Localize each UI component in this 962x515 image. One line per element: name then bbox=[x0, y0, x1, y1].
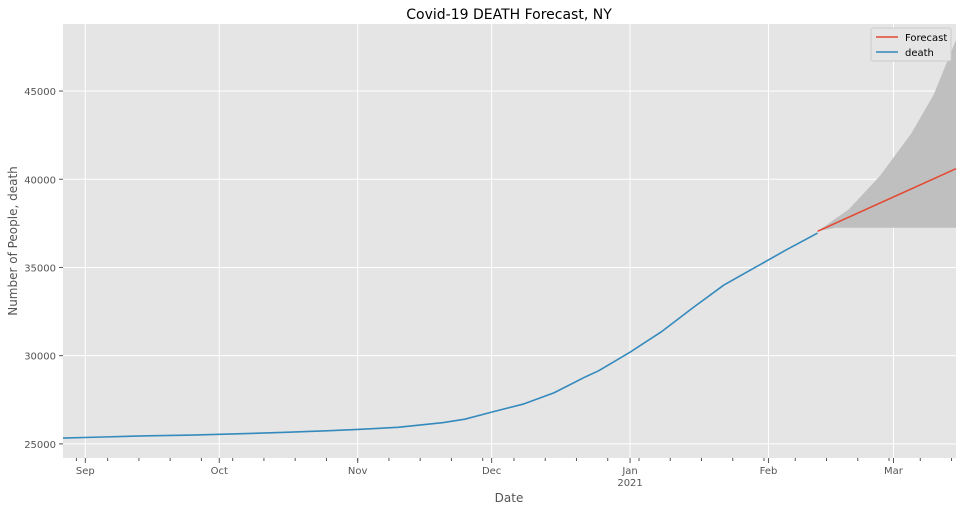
x-tick-label: Sep bbox=[76, 466, 95, 477]
confidence-band-area bbox=[817, 39, 956, 232]
series-line-death bbox=[62, 232, 818, 439]
x-tick-year-label: 2021 bbox=[617, 478, 642, 489]
grid bbox=[63, 24, 956, 458]
legend-forecast-label: Forecast bbox=[905, 33, 947, 44]
legend-death-label: death bbox=[905, 48, 934, 59]
y-tick-label: 40000 bbox=[24, 175, 56, 186]
series-lines bbox=[62, 167, 957, 439]
x-tick-label: Jan bbox=[621, 466, 637, 477]
axis-ticks: 25000 30000 35000 40000 45000 Sep Oct Nov Dec Jan… bbox=[24, 87, 953, 489]
x-tick-label: Dec bbox=[482, 466, 501, 477]
series-line-forecast bbox=[817, 167, 957, 233]
chart-title: Covid-19 DEATH Forecast, NY bbox=[406, 7, 612, 23]
y-tick-label: 30000 bbox=[24, 352, 56, 363]
plot-background bbox=[63, 24, 956, 458]
y-tick-label: 25000 bbox=[24, 440, 56, 451]
y-tick-label: 45000 bbox=[24, 87, 56, 98]
y-tick-label: 35000 bbox=[24, 263, 56, 274]
x-tick-label: Mar bbox=[884, 466, 904, 477]
x-tick-label: Feb bbox=[760, 466, 778, 477]
legend: Forecast death bbox=[870, 27, 952, 62]
confidence-band bbox=[817, 39, 956, 232]
x-tick-label: Oct bbox=[211, 466, 228, 477]
y-axis-label: Number of People, death bbox=[6, 166, 20, 316]
x-axis-label: Date bbox=[495, 491, 524, 505]
x-tick-label: Nov bbox=[348, 466, 368, 477]
